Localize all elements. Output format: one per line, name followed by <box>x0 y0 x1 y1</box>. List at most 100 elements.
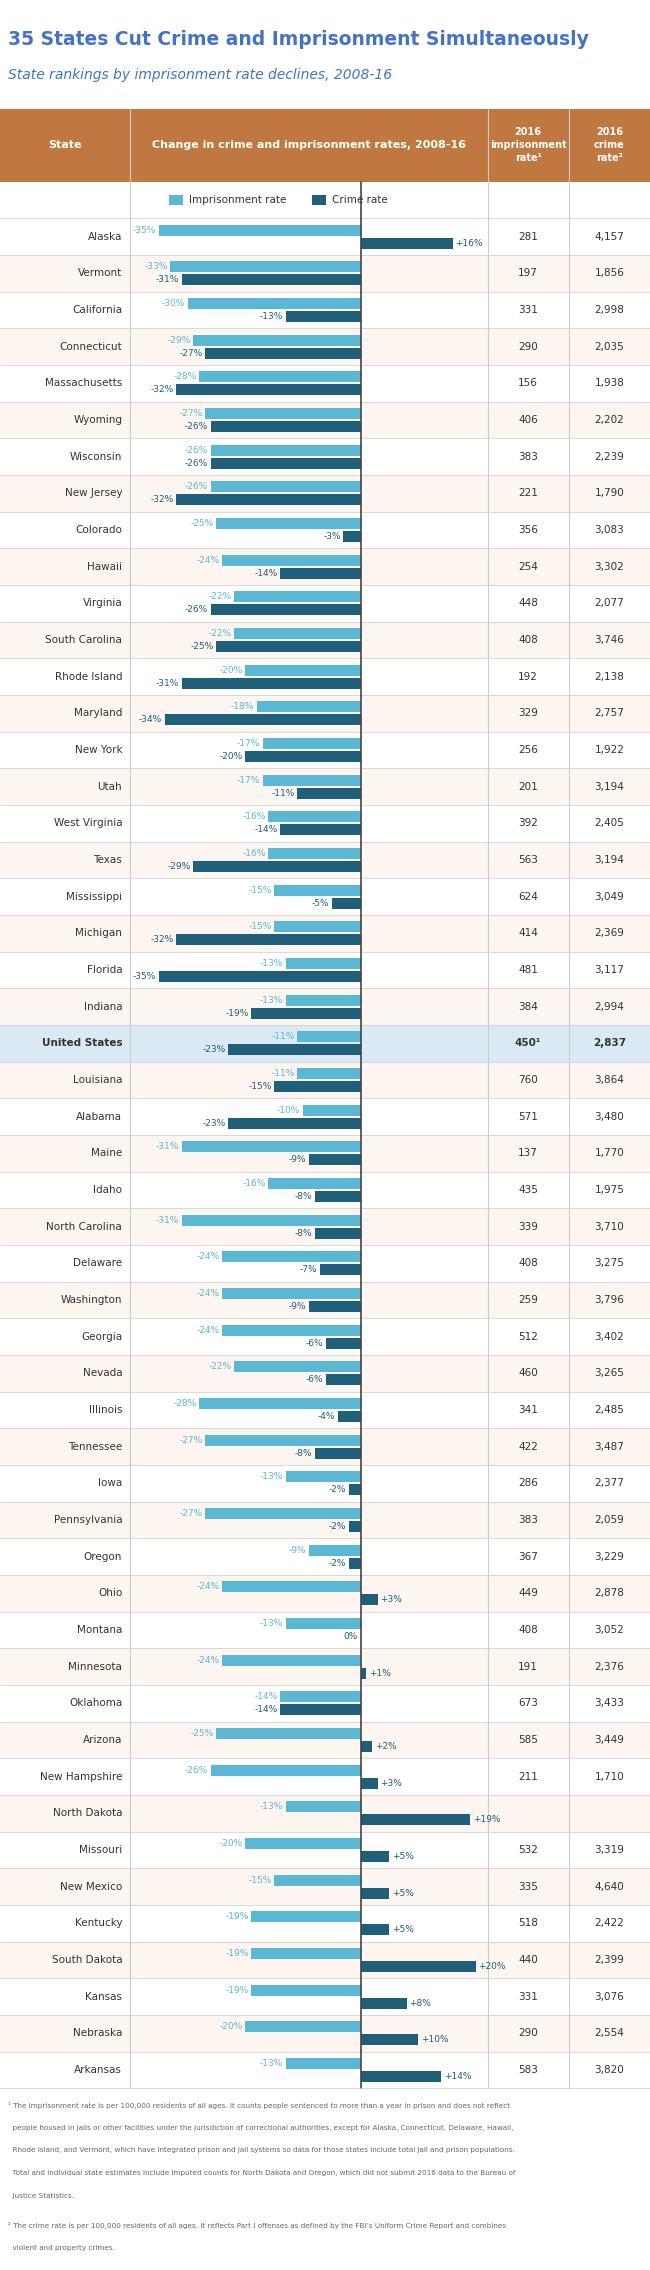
Text: 448: 448 <box>518 599 538 608</box>
Text: Michigan: Michigan <box>75 928 122 938</box>
Text: 4,640: 4,640 <box>595 1882 624 1891</box>
Bar <box>361 1594 378 1605</box>
Bar <box>361 1998 407 2009</box>
Bar <box>309 1155 361 1165</box>
Text: 3,487: 3,487 <box>595 1441 624 1453</box>
Bar <box>169 195 183 204</box>
Bar <box>0 1283 650 1319</box>
Text: -13%: -13% <box>260 2059 283 2068</box>
Text: 3,402: 3,402 <box>595 1332 624 1342</box>
Text: 3,049: 3,049 <box>595 892 624 901</box>
Text: 422: 422 <box>518 1441 538 1453</box>
Text: -27%: -27% <box>179 1510 202 1519</box>
Text: 481: 481 <box>518 965 538 976</box>
Bar <box>194 860 361 872</box>
Text: 408: 408 <box>518 1625 538 1634</box>
Text: +3%: +3% <box>380 1780 402 1789</box>
Text: 3,710: 3,710 <box>595 1221 624 1233</box>
Text: -24%: -24% <box>196 1326 220 1335</box>
Text: 2,376: 2,376 <box>595 1662 624 1671</box>
Text: Maryland: Maryland <box>74 708 122 717</box>
Bar <box>0 987 650 1026</box>
Bar <box>0 365 650 402</box>
Text: Iowa: Iowa <box>98 1478 122 1489</box>
Bar <box>199 1398 361 1410</box>
Bar <box>0 254 650 291</box>
Text: -17%: -17% <box>237 738 260 747</box>
Bar <box>274 885 361 897</box>
Text: New York: New York <box>75 745 122 756</box>
Text: 290: 290 <box>518 340 538 352</box>
Text: Wyoming: Wyoming <box>73 415 122 424</box>
Text: -32%: -32% <box>150 935 174 944</box>
Text: United States: United States <box>42 1037 122 1049</box>
Bar <box>286 1471 361 1482</box>
Bar <box>0 438 650 474</box>
Text: Kentucky: Kentucky <box>75 1918 122 1929</box>
Bar <box>0 622 650 658</box>
Text: 356: 356 <box>518 524 538 536</box>
Bar <box>361 1777 378 1789</box>
Text: 2,994: 2,994 <box>595 1001 624 1012</box>
Bar <box>251 1948 361 1959</box>
Bar <box>0 1062 650 1099</box>
Bar <box>216 518 361 529</box>
Bar <box>222 1326 361 1335</box>
Bar <box>0 1941 650 1979</box>
Bar <box>251 1984 361 1995</box>
Text: +19%: +19% <box>473 1816 501 1825</box>
Text: -6%: -6% <box>306 1376 324 1385</box>
Text: 2016
imprisonment
rate¹: 2016 imprisonment rate¹ <box>490 127 566 163</box>
Text: South Carolina: South Carolina <box>46 636 122 645</box>
Text: New Hampshire: New Hampshire <box>40 1771 122 1782</box>
Bar <box>0 2052 650 2088</box>
Bar <box>280 1691 361 1702</box>
Text: Georgia: Georgia <box>81 1332 122 1342</box>
Bar <box>286 1802 361 1811</box>
Text: -22%: -22% <box>208 592 231 602</box>
Text: Washington: Washington <box>60 1294 122 1305</box>
Text: 583: 583 <box>518 2066 538 2075</box>
Text: 0%: 0% <box>344 1632 358 1641</box>
Text: -9%: -9% <box>289 1303 306 1312</box>
Text: Pennsylvania: Pennsylvania <box>53 1514 122 1525</box>
Text: Total and individual state estimates include imputed counts for North Dakota and: Total and individual state estimates inc… <box>8 2170 515 2177</box>
Text: -27%: -27% <box>179 1435 202 1444</box>
Text: Imprisonment rate: Imprisonment rate <box>188 195 286 204</box>
Text: 406: 406 <box>518 415 538 424</box>
Text: -20%: -20% <box>220 2023 242 2032</box>
Text: Wisconsin: Wisconsin <box>70 452 122 461</box>
Bar <box>274 1875 361 1886</box>
Bar <box>245 665 361 676</box>
Bar <box>361 1668 367 1680</box>
Bar <box>222 1251 361 1262</box>
Bar <box>0 1428 650 1464</box>
Text: 2,878: 2,878 <box>595 1589 624 1598</box>
Text: 3,820: 3,820 <box>595 2066 624 2075</box>
Text: South Dakota: South Dakota <box>51 1954 122 1966</box>
Text: 339: 339 <box>518 1221 538 1233</box>
Bar <box>274 922 361 933</box>
Bar <box>297 1031 361 1042</box>
Text: 201: 201 <box>518 781 538 792</box>
Bar <box>320 1264 361 1276</box>
Text: 3,275: 3,275 <box>595 1258 624 1269</box>
Bar <box>0 951 650 987</box>
Bar <box>211 420 361 431</box>
Text: -13%: -13% <box>260 1473 283 1482</box>
Text: -11%: -11% <box>271 788 294 797</box>
Text: 760: 760 <box>518 1076 538 1085</box>
Text: -24%: -24% <box>196 1253 220 1262</box>
Text: 408: 408 <box>518 1258 538 1269</box>
Bar <box>0 1979 650 2016</box>
Text: -13%: -13% <box>260 997 283 1006</box>
Text: 3,480: 3,480 <box>595 1112 624 1121</box>
Bar <box>0 1796 650 1832</box>
Text: -2%: -2% <box>329 1485 346 1494</box>
Text: -32%: -32% <box>150 495 174 504</box>
Text: -22%: -22% <box>208 1362 231 1371</box>
Text: Connecticut: Connecticut <box>59 340 122 352</box>
Text: 440: 440 <box>518 1954 538 1966</box>
Text: 35 States Cut Crime and Imprisonment Simultaneously: 35 States Cut Crime and Imprisonment Sim… <box>8 30 589 48</box>
Text: 3,796: 3,796 <box>595 1294 624 1305</box>
